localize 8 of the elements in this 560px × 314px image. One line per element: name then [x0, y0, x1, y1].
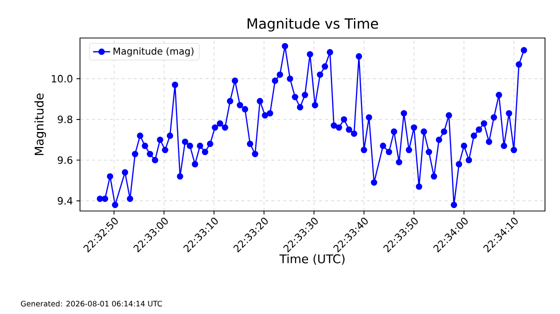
y-tick-label: 9.6 — [58, 156, 72, 164]
y-tick-label: 9.8 — [58, 116, 72, 124]
y-tick-label: 9.4 — [58, 197, 72, 205]
x-axis-title: Time (UTC) — [279, 254, 345, 265]
legend-label: Magnitude (mag) — [114, 47, 194, 57]
y-axis-title: Magnitude — [34, 93, 46, 155]
chart-title: Magnitude vs Time — [248, 18, 378, 32]
y-tick-label: 10.0 — [52, 74, 72, 82]
